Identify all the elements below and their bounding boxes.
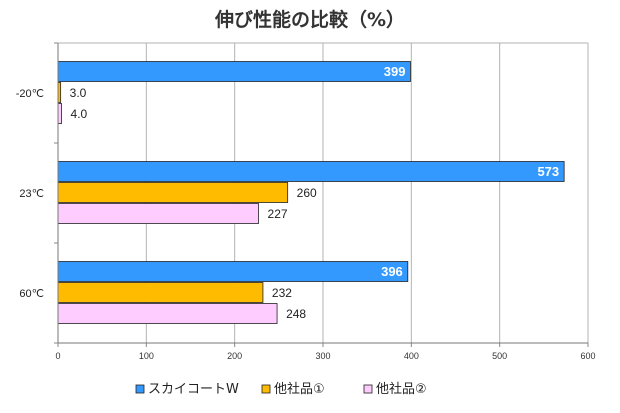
- legend-swatch: [261, 384, 271, 394]
- legend-label: 他社品①: [274, 381, 325, 397]
- data-label: 399: [384, 64, 406, 79]
- bars: 399 3.0 4.0 573 260 227 396 232 248: [57, 61, 565, 324]
- data-label: 4.0: [71, 107, 88, 121]
- bar: [57, 303, 278, 324]
- data-label: 248: [286, 307, 306, 321]
- legend-swatch: [363, 384, 373, 394]
- x-tick-label: 500: [492, 351, 507, 361]
- x-tick-label: 600: [580, 351, 595, 361]
- bar: [57, 282, 264, 303]
- bar: [57, 161, 565, 182]
- grid: [58, 42, 589, 343]
- x-tick-label: 400: [404, 351, 419, 361]
- data-label: 260: [297, 186, 317, 200]
- x-tick-label: 100: [139, 351, 154, 361]
- x-tick-label: 200: [227, 351, 242, 361]
- category-label: 60℃: [19, 288, 44, 300]
- legend-swatch: [135, 384, 145, 394]
- bar: [57, 182, 289, 203]
- legend-label: スカイコートW: [148, 382, 239, 397]
- axes: 0 100 200 300 400 500 600 -20℃ 23℃ 60℃: [16, 42, 596, 361]
- bar: [57, 261, 409, 282]
- data-label: 232: [272, 286, 292, 300]
- category-label: 23℃: [19, 188, 44, 200]
- x-tick-label: 300: [315, 351, 330, 361]
- legend: スカイコートW 他社品① 他社品②: [135, 381, 427, 397]
- bar: [57, 203, 259, 224]
- data-label: 3.0: [70, 86, 87, 100]
- bar: [57, 61, 411, 82]
- data-label: 396: [381, 264, 403, 279]
- legend-label: 他社品②: [376, 381, 427, 397]
- data-label: 573: [537, 164, 559, 179]
- x-tick-label: 0: [55, 351, 60, 361]
- chart-title: 伸び性能の比較（%）: [214, 8, 405, 31]
- bar: [57, 103, 62, 124]
- category-label: -20℃: [16, 88, 44, 100]
- data-label: 227: [268, 207, 288, 221]
